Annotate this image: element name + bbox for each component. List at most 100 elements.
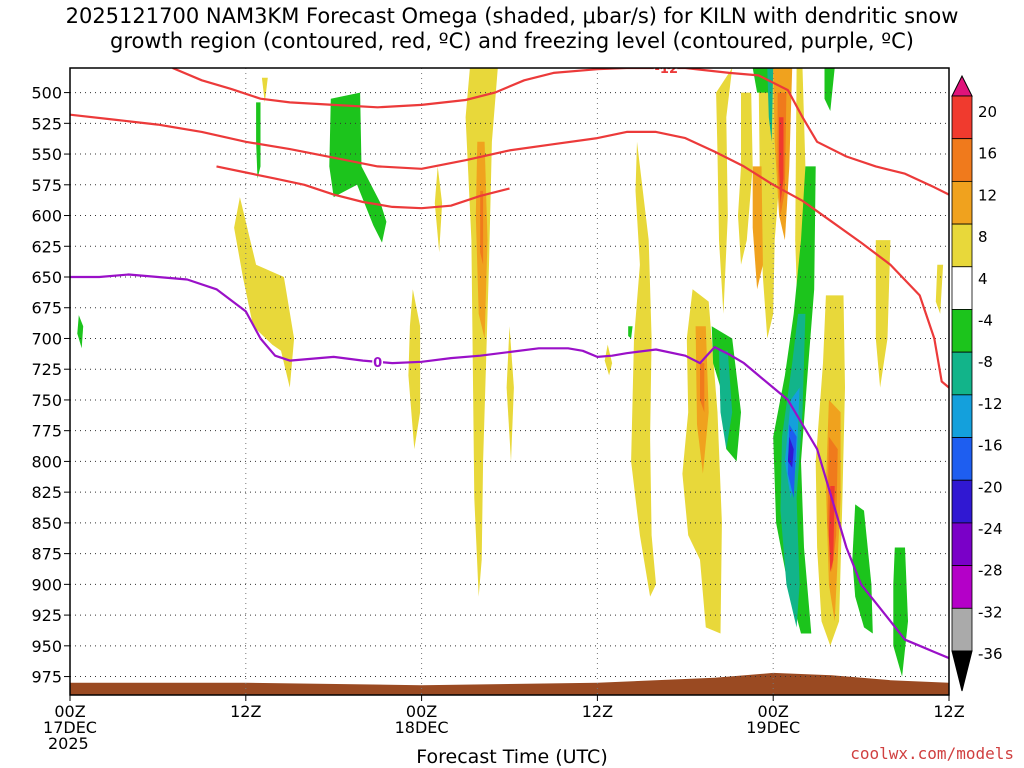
freezing-contour-label: 0 bbox=[373, 356, 382, 371]
omega-region-7 bbox=[631, 141, 656, 597]
y-tick-label: 525 bbox=[31, 114, 62, 133]
colorbar-swatch bbox=[951, 479, 973, 524]
colorbar-swatch bbox=[951, 138, 973, 182]
terrain-fill bbox=[70, 672, 949, 695]
y-tick-label: 950 bbox=[31, 637, 62, 656]
y-tick-label: 500 bbox=[31, 84, 62, 103]
colorbar-label: -8 bbox=[978, 353, 993, 371]
colorbar-label: 4 bbox=[978, 270, 988, 288]
colorbar-label: -12 bbox=[978, 395, 1003, 413]
colorbar-label: -36 bbox=[978, 645, 1003, 663]
colorbar-top-arrow bbox=[951, 74, 973, 97]
dgz-contour-label: -12 bbox=[655, 62, 679, 77]
colorbar-swatch bbox=[951, 266, 973, 310]
omega-region-16 bbox=[935, 264, 944, 314]
omega-region-23 bbox=[700, 363, 705, 413]
colorbar-swatch bbox=[951, 607, 973, 652]
x-tick-label: 12Z bbox=[230, 702, 261, 721]
omega-region-37 bbox=[893, 547, 908, 677]
colorbar: 20 16 12 8 4 -4 -8 -12 -16 -20 -24 -28 -32 -36 bbox=[951, 74, 1003, 692]
y-tick-label: 975 bbox=[31, 668, 62, 687]
y-axis: 500 525 550 575 600 625 650 675 700 725 750 775 800 8… bbox=[31, 84, 70, 687]
omega-region-19 bbox=[752, 166, 763, 290]
colorbar-label: -20 bbox=[978, 478, 1003, 496]
y-tick-label: 900 bbox=[31, 575, 62, 594]
y-tick-label: 600 bbox=[31, 207, 62, 226]
colorbar-swatch bbox=[951, 522, 973, 567]
omega-region-15 bbox=[875, 240, 891, 388]
y-tick-label: 700 bbox=[31, 329, 62, 348]
omega-region-30 bbox=[329, 92, 387, 243]
omega-region-2 bbox=[408, 289, 421, 450]
x-axis-label: Forecast Time (UTC) bbox=[416, 746, 608, 768]
freezing-contour-0 bbox=[70, 273, 949, 660]
site-credit: coolwx.com/models bbox=[850, 744, 1014, 763]
omega-region-0 bbox=[261, 77, 268, 103]
colorbar-label: -32 bbox=[978, 603, 1003, 621]
colorbar-label: -28 bbox=[978, 562, 1003, 580]
omega-region-4 bbox=[465, 68, 498, 597]
y-tick-label: 850 bbox=[31, 514, 62, 533]
omega-region-3 bbox=[434, 166, 443, 253]
colorbar-swatch bbox=[951, 351, 973, 396]
y-tick-label: 825 bbox=[31, 483, 62, 502]
x-tick-label: 19DEC bbox=[746, 718, 800, 737]
omega-region-1 bbox=[234, 197, 295, 388]
omega-region-22 bbox=[480, 190, 484, 265]
omega-region-36 bbox=[852, 504, 873, 634]
colorbar-swatch bbox=[951, 394, 973, 438]
x-tick-label: 12Z bbox=[933, 702, 964, 721]
y-tick-label: 550 bbox=[31, 145, 62, 164]
colorbar-label: 20 bbox=[978, 103, 997, 121]
terrain-area bbox=[70, 672, 949, 695]
y-tick-label: 725 bbox=[31, 360, 62, 379]
y-tick-label: 575 bbox=[31, 176, 62, 195]
colorbar-bottom-arrow bbox=[951, 650, 973, 692]
x-tick-label: 18DEC bbox=[395, 718, 449, 737]
colorbar-swatch bbox=[951, 309, 973, 353]
y-tick-label: 875 bbox=[31, 545, 62, 564]
x-tick-label: 2025 bbox=[48, 734, 89, 753]
colorbar-swatch bbox=[951, 565, 973, 609]
omega-region-35 bbox=[824, 68, 835, 111]
colorbar-label: -16 bbox=[978, 437, 1003, 455]
omega-region-5 bbox=[506, 326, 514, 462]
dgz-contour-2 bbox=[216, 165, 510, 210]
chart-title-line2: growth region (contoured, red, ºC) and f… bbox=[110, 29, 914, 53]
colorbar-swatch bbox=[951, 437, 973, 481]
chart-title: 2025121700 NAM3KM Forecast Omega (shaded… bbox=[0, 4, 1024, 54]
x-tick-label: 00Z bbox=[758, 702, 789, 721]
omega-region-29 bbox=[256, 102, 261, 179]
y-tick-label: 925 bbox=[31, 606, 62, 625]
omega-region-6 bbox=[604, 344, 613, 376]
x-tick-label: 00Z bbox=[54, 702, 85, 721]
y-tick-label: 775 bbox=[31, 422, 62, 441]
omega-region-31 bbox=[628, 326, 633, 339]
colorbar-label: 12 bbox=[978, 186, 997, 204]
omega-region-26 bbox=[779, 117, 784, 204]
omega-region-10 bbox=[716, 68, 733, 314]
omega-region-38 bbox=[767, 68, 774, 142]
colorbar-label: -24 bbox=[978, 520, 1003, 538]
chart-title-line1: 2025121700 NAM3KM Forecast Omega (shaded… bbox=[65, 4, 959, 28]
colorbar-label: 16 bbox=[978, 145, 997, 163]
omega-region-27 bbox=[828, 486, 835, 573]
colorbar-swatch bbox=[951, 95, 973, 140]
colorbar-label: -4 bbox=[978, 312, 993, 330]
y-tick-label: 750 bbox=[31, 391, 62, 410]
dgz-contour-0 bbox=[70, 113, 949, 389]
x-tick-label: 17DEC bbox=[43, 718, 97, 737]
colorbar-swatch bbox=[951, 180, 973, 225]
y-tick-label: 800 bbox=[31, 452, 62, 471]
colorbar-label: 8 bbox=[978, 228, 988, 246]
omega-region-28 bbox=[77, 315, 84, 349]
y-tick-label: 675 bbox=[31, 299, 62, 318]
omega-region-11 bbox=[738, 92, 753, 265]
y-tick-label: 625 bbox=[31, 237, 62, 256]
y-tick-label: 650 bbox=[31, 268, 62, 287]
omega-shading bbox=[77, 68, 944, 677]
colorbar-swatch bbox=[951, 223, 973, 268]
x-tick-label: 00Z bbox=[406, 702, 437, 721]
plot-frame bbox=[69, 67, 950, 696]
